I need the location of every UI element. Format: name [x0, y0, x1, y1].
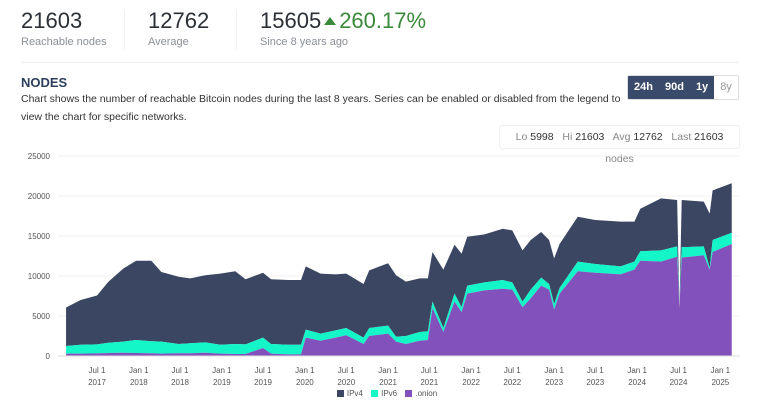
chart-legend: IPv4 IPv6 .onion: [0, 389, 768, 398]
stat-label: Average: [148, 36, 189, 48]
x-tick-label: 2025: [711, 378, 729, 387]
range-selector: 24h 90d 1y 8y: [627, 75, 739, 100]
x-tick-label: Jul 1: [89, 366, 106, 375]
x-tick-label: 2020: [296, 378, 314, 387]
legend-item-onion[interactable]: .onion: [399, 389, 437, 398]
x-tick-label: 2021: [379, 378, 397, 387]
lo-label: Lo: [515, 131, 528, 143]
chart-summary: Lo 5998 Hi 21603 Avg 12762 Last 21603 no…: [499, 125, 740, 165]
stat-label: Reachable nodes: [21, 36, 107, 48]
stat-change: 15605 260.17% Since 8 years ago: [260, 8, 426, 48]
stat-reachable: 21603 Reachable nodes: [21, 8, 107, 48]
range-24h-button[interactable]: 24h: [628, 76, 659, 99]
x-tick-label: 2017: [88, 378, 106, 387]
x-tick-label: Jan 1: [711, 366, 731, 375]
ipv4-swatch: [336, 390, 344, 397]
stat-average: 12762 Average: [148, 8, 209, 48]
divider: [21, 62, 739, 63]
y-tick-label: 0: [46, 352, 51, 361]
legend-label: IPv4: [346, 389, 363, 398]
x-tick-label: 2024: [670, 378, 688, 387]
stat-value: 12762: [148, 8, 210, 33]
stat-value: 15605: [260, 8, 322, 33]
section-description: Chart shows the number of reachable Bitc…: [21, 93, 621, 123]
ipv4-area: [66, 183, 732, 346]
divider: [236, 10, 237, 50]
x-tick-label: Jan 1: [378, 366, 398, 375]
x-tick-label: 2022: [503, 378, 521, 387]
x-tick-label: Jul 1: [172, 366, 189, 375]
x-tick-label: 2018: [130, 378, 148, 387]
x-tick-label: Jan 1: [627, 366, 647, 375]
y-tick-label: 10000: [28, 272, 51, 281]
divider: [124, 10, 125, 50]
y-tick-label: 5000: [32, 312, 50, 321]
x-tick-label: 2019: [254, 378, 272, 387]
hi-value: 21603: [575, 131, 605, 143]
section-title: NODES: [21, 75, 68, 90]
range-90d-button[interactable]: 90d: [658, 76, 690, 99]
x-tick-label: Jan 1: [212, 366, 232, 375]
onion-area: [66, 244, 732, 356]
legend-item-ipv6[interactable]: IPv6: [365, 389, 397, 398]
x-tick-label: 2020: [337, 378, 355, 387]
y-tick-label: 20000: [28, 192, 51, 201]
x-tick-label: Jul 1: [587, 366, 604, 375]
ipv6-area: [66, 232, 732, 355]
legend-label: .onion: [415, 389, 438, 398]
range-1y-button[interactable]: 1y: [689, 76, 715, 99]
lo-value: 5998: [530, 131, 554, 143]
x-tick-label: Jul 1: [670, 366, 687, 375]
x-tick-label: Jan 1: [461, 366, 481, 375]
x-tick-label: Jul 1: [255, 366, 272, 375]
x-tick-label: Jan 1: [295, 366, 315, 375]
legend-item-ipv4[interactable]: IPv4: [331, 389, 363, 398]
last-label: Last: [671, 131, 692, 143]
ipv6-swatch: [371, 390, 379, 397]
stat-label: Since 8 years ago: [260, 36, 349, 48]
unit-label: nodes: [605, 153, 634, 165]
stat-percent: 260.17%: [339, 8, 427, 33]
x-tick-label: 2021: [420, 378, 438, 387]
x-tick-label: 2022: [462, 378, 480, 387]
x-tick-label: 2023: [586, 378, 604, 387]
arrow-up-icon: [324, 17, 337, 25]
x-tick-label: 2019: [213, 378, 231, 387]
hi-label: Hi: [562, 131, 573, 143]
x-tick-label: Jan 1: [129, 366, 149, 375]
x-tick-label: 2018: [171, 378, 189, 387]
stat-value: 21603: [21, 8, 83, 33]
onion-swatch: [405, 390, 413, 397]
x-tick-label: Jan 1: [544, 366, 564, 375]
x-tick-label: Jul 1: [421, 366, 438, 375]
x-tick-label: 2023: [545, 378, 563, 387]
y-tick-label: 15000: [28, 232, 51, 241]
y-tick-label: 25000: [28, 152, 51, 161]
legend-label: IPv6: [381, 389, 398, 398]
avg-label: Avg: [612, 131, 631, 143]
avg-value: 12762: [633, 131, 663, 143]
last-value: 21603: [694, 131, 724, 143]
x-tick-label: Jul 1: [338, 366, 355, 375]
x-tick-label: Jul 1: [504, 366, 521, 375]
range-8y-button[interactable]: 8y: [714, 76, 738, 99]
x-tick-label: 2024: [628, 378, 646, 387]
